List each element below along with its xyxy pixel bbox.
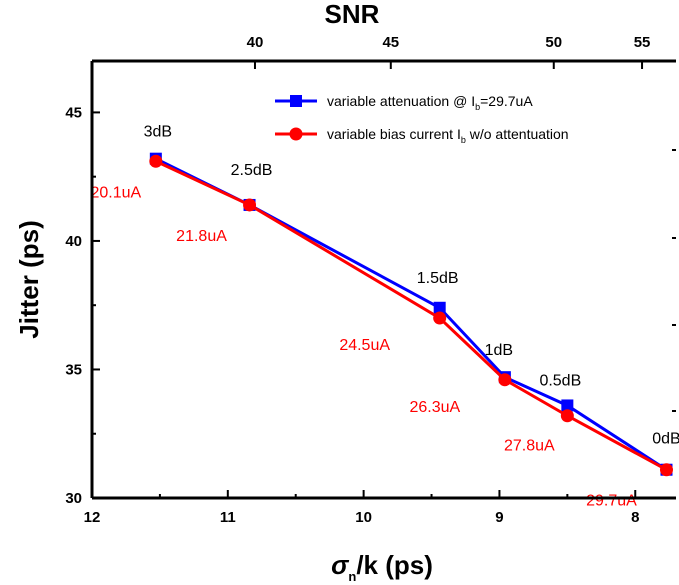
bias-current-label: 21.8uA — [176, 228, 227, 245]
attenuation-label: 0dB — [652, 431, 679, 448]
legend-text: variable attenuation @ I — [327, 93, 475, 109]
attenuation-label: 3dB — [144, 124, 172, 141]
y-tick-label: 40 — [65, 233, 82, 250]
series-1-point — [149, 154, 163, 168]
x-tick-label: 11 — [220, 509, 236, 526]
bias-current-label: 27.8uA — [504, 438, 555, 455]
y-tick-label: 35 — [65, 361, 82, 378]
legend-suffix: =29.7uA — [480, 93, 533, 109]
y-axis-title: Jitter (ps) — [14, 220, 44, 338]
x-axis-title: σn/k (ps) — [331, 550, 433, 584]
x-axis-title-sub: n — [348, 569, 356, 584]
legend-marker-1 — [289, 127, 303, 141]
x-tick-label: 9 — [495, 509, 503, 526]
top-tick-label: 45 — [382, 34, 399, 51]
y-tick-label: 45 — [65, 104, 82, 121]
attenuation-label: 1dB — [485, 342, 513, 359]
top-axis-title: SNR — [325, 0, 380, 29]
series-0-point — [433, 301, 446, 314]
attenuation-label: 0.5dB — [539, 372, 581, 389]
series-line-1 — [155, 159, 668, 472]
series-1-point — [659, 463, 673, 477]
x-tick-label: 10 — [355, 509, 372, 526]
x-tick-label: 12 — [84, 509, 101, 526]
legend-label-1: variable bias current Ib w/o attentuatio… — [327, 126, 569, 145]
y-tick-label: 30 — [65, 490, 82, 507]
attenuation-label: 2.5dB — [231, 162, 273, 179]
series-1-point — [498, 373, 512, 387]
series-1-point — [560, 409, 574, 423]
bias-current-label: 29.7uA — [586, 493, 637, 510]
attenuation-label: 1.5dB — [417, 270, 459, 287]
series-1-point — [433, 311, 447, 325]
series-1-point — [243, 198, 257, 212]
series-0-point — [561, 399, 574, 412]
legend-subscript: b — [461, 135, 466, 145]
bias-current-label: 26.3uA — [410, 399, 461, 416]
top-tick-label: 50 — [545, 34, 562, 51]
legend-suffix: w/o attentuation — [466, 126, 569, 142]
bias-current-label: 24.5uA — [339, 337, 390, 354]
legend-label-0: variable attenuation @ Ib=29.7uA — [327, 93, 533, 112]
legend-subscript: b — [475, 102, 480, 112]
x-axis-title-suffix: /k (ps) — [356, 550, 433, 580]
legend-marker-0 — [290, 95, 302, 107]
top-tick-label: 40 — [247, 34, 264, 51]
x-tick-label: 8 — [631, 509, 639, 526]
top-tick-label: 55 — [634, 34, 651, 51]
bias-current-label: 20.1uA — [90, 184, 141, 201]
legend-text: variable bias current I — [327, 126, 461, 142]
x-axis-title-sigma: σ — [331, 550, 350, 580]
